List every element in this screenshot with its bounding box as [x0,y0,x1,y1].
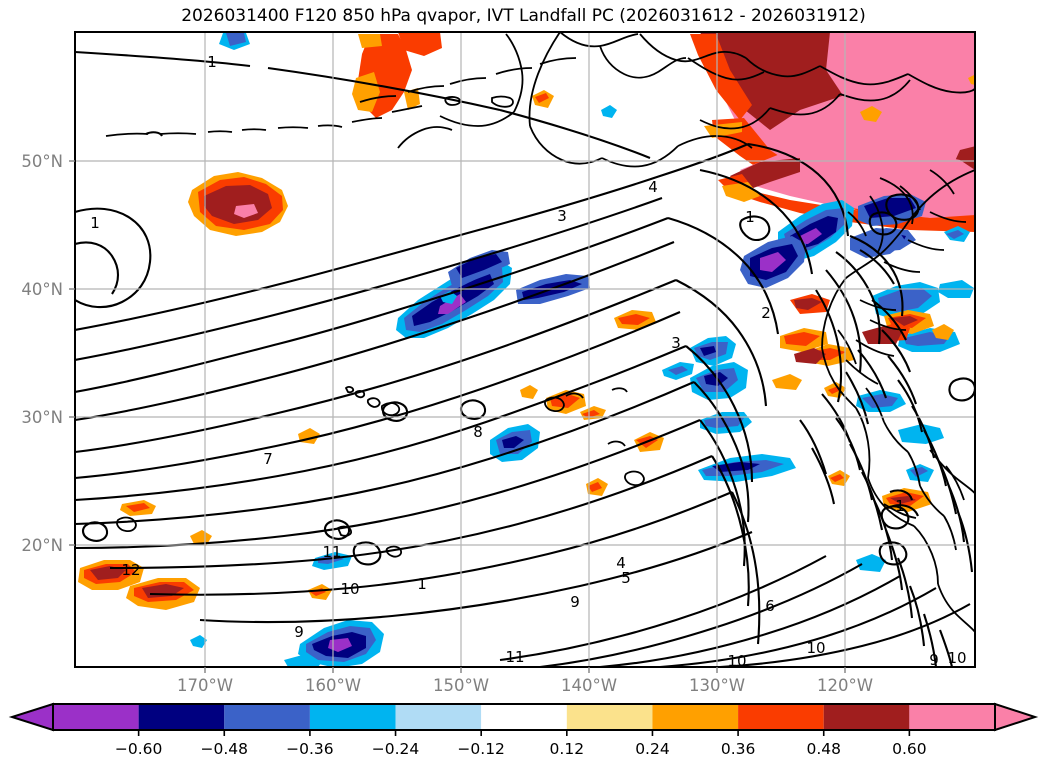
map-plot-area: 1 1 3 4 1 2 3 8 7 11 12 10 1 9 4 5 9 6 1 11 10 10 9 10 170°W 160… [21,31,976,695]
x-tick-label: 160°W [305,676,361,695]
colorbar-band [138,704,225,730]
colorbar-over-cap [994,702,1039,732]
y-tick-label: 40°N [21,280,63,299]
contour-label: 1 [745,208,755,226]
colorbar-tick-label: 0.60 [892,740,927,758]
contour-label: 1 [417,575,427,593]
x-tick-label: 130°W [689,676,745,695]
chart-title: 2026031400 F120 850 hPa qvapor, IVT Land… [181,6,866,26]
colorbar-tick-label: 0.48 [806,740,841,758]
contour-label: 9 [294,623,304,641]
colorbar-band [53,704,139,730]
colorbar-band [566,704,653,730]
contour-label: 4 [648,178,658,196]
colorbar-tick-labels: −0.60 −0.48 −0.36 −0.24 −0.12 0.12 0.24 0.36 0.4… [115,740,927,758]
colorbar-tick-label: 0.24 [635,740,670,758]
contour-label: 9 [929,651,939,669]
x-tick-label: 150°W [433,676,489,695]
x-tick-label: 140°W [561,676,617,695]
contour-label: 11 [322,543,341,561]
colorbar-tick-label: −0.48 [201,740,249,758]
colorbar-band [909,704,995,730]
colorbar-bands [8,702,1039,732]
colorbar-under-cap [8,702,54,732]
contour-label: 7 [263,450,273,468]
colorbar-tick-label: −0.24 [372,740,420,758]
y-tick-labels: 50°N 40°N 30°N 20°N [21,152,63,555]
contour-label: 12 [121,561,140,579]
y-tick-label: 50°N [21,152,63,171]
colorbar-band [224,704,310,730]
anomaly-blob-central-pacific-warm [188,172,288,236]
gridline-layer [75,32,975,667]
colorbar-tick-label: −0.12 [457,740,505,758]
colorbar-outline [52,703,996,731]
contour-label: 10 [340,580,359,598]
ivt-contour-layer [75,50,975,667]
x-tick-label: 120°W [817,676,873,695]
contour-label: 10 [727,652,746,670]
colorbar-band [309,704,396,730]
y-tick-label: 20°N [21,536,63,555]
colorbar-tick-label: −0.60 [115,740,163,758]
y-tick-label: 30°N [21,408,63,427]
contour-label: 1 [90,214,100,232]
colorbar[interactable]: −0.60 −0.48 −0.36 −0.24 −0.12 0.12 0.24 0.36 0.4… [0,698,1047,768]
colorbar-band [652,704,739,730]
colorbar-band [823,704,910,730]
coastline-layer [105,32,975,633]
colorbar-tick-label: −0.36 [286,740,334,758]
colorbar-band [395,704,482,730]
x-tick-labels: 170°W 160°W 150°W 140°W 130°W 120°W [177,676,873,695]
contour-label: 3 [557,207,567,225]
colorbar-ticks [137,730,911,736]
contour-label: 9 [570,593,580,611]
axis-ticks [69,160,846,673]
contour-label: 10 [947,649,966,667]
colorbar-band [481,704,567,730]
x-tick-label: 170°W [177,676,233,695]
colorbar-tick-label: 0.36 [721,740,756,758]
contour-label: 1 [207,53,217,71]
contour-label: 3 [671,334,681,352]
contour-label: 1 [895,497,905,515]
contour-label: 10 [806,639,825,657]
contour-label: 5 [621,569,631,587]
contour-label: 11 [505,648,524,666]
anomaly-blob-baja [856,280,974,444]
colorbar-band [738,704,824,730]
anomaly-blob-pnw-cold-core [740,228,906,288]
contour-label: 2 [761,304,771,322]
contour-label: 8 [473,423,483,441]
contour-label: 6 [765,597,775,615]
axes-frame [74,31,976,668]
contour-label: 4 [616,554,626,572]
colorbar-tick-label: 0.12 [550,740,585,758]
anomaly-blob-sw-hawaii [284,620,384,667]
